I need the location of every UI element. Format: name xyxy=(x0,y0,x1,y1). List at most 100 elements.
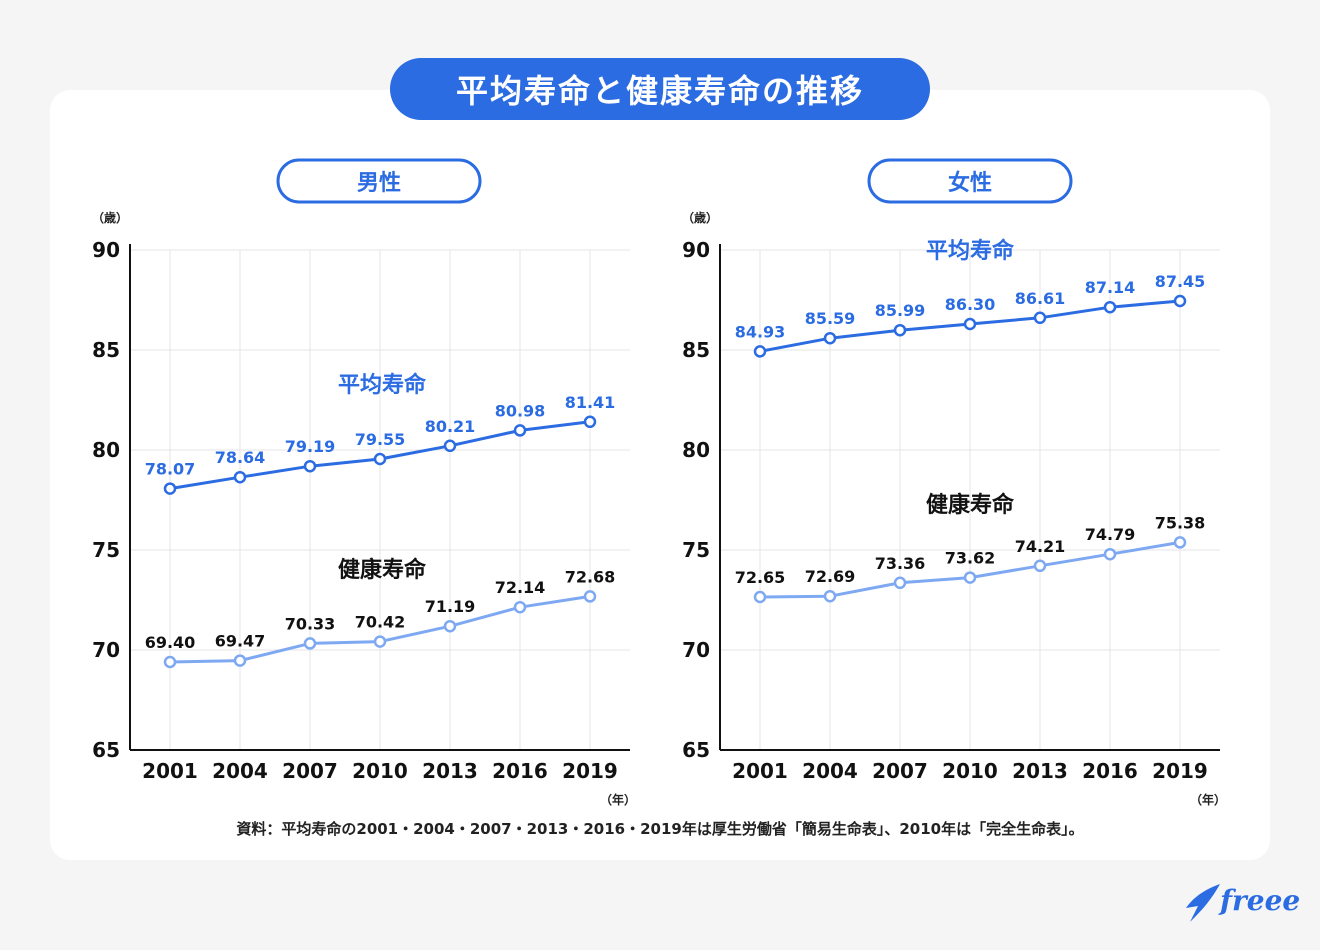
data-label: 72.68 xyxy=(565,567,616,586)
data-label: 70.42 xyxy=(355,613,406,632)
data-label: 79.55 xyxy=(355,430,406,449)
data-label: 72.65 xyxy=(735,568,786,587)
data-point xyxy=(753,345,767,358)
panel-label: 女性 xyxy=(948,170,992,196)
data-point xyxy=(513,600,527,614)
data-label: 81.41 xyxy=(565,393,616,412)
data-point xyxy=(753,590,767,604)
panel-label-pill xyxy=(276,158,482,204)
data-label: 72.69 xyxy=(805,567,856,586)
y-tick-label: 80 xyxy=(682,438,710,462)
data-point xyxy=(893,323,907,337)
data-point xyxy=(443,619,457,633)
data-point xyxy=(963,317,977,331)
x-tick-label: 2019 xyxy=(562,759,618,783)
logo-text: freee xyxy=(1220,884,1301,917)
series-name-label: 平均寿命 xyxy=(338,372,427,398)
x-tick-label: 2007 xyxy=(872,759,928,783)
data-label: 85.99 xyxy=(875,301,926,320)
x-tick-label: 2004 xyxy=(802,759,858,783)
data-point xyxy=(303,637,317,650)
source-note: 資料：平均寿命の2001・2004・2007・2013・2016・2019年は厚… xyxy=(236,820,1084,838)
data-point xyxy=(823,331,837,345)
data-point xyxy=(443,439,457,453)
x-tick-label: 2001 xyxy=(142,759,198,783)
data-point xyxy=(1103,300,1117,314)
data-label: 74.21 xyxy=(1015,537,1066,556)
data-label: 80.21 xyxy=(425,417,476,436)
data-point xyxy=(1173,294,1187,308)
series-name-label: 平均寿命 xyxy=(926,238,1015,264)
y-unit-label: （歳） xyxy=(682,210,718,225)
data-point xyxy=(583,415,597,429)
data-label: 73.62 xyxy=(945,549,996,568)
x-unit-label: （年） xyxy=(600,792,636,807)
data-label: 69.40 xyxy=(145,633,196,652)
y-tick-label: 85 xyxy=(682,338,710,362)
data-point xyxy=(163,655,177,669)
x-tick-label: 2010 xyxy=(352,759,408,783)
data-point xyxy=(1033,311,1047,325)
x-tick-label: 2016 xyxy=(1082,759,1138,783)
data-label: 74.79 xyxy=(1085,525,1136,544)
data-point xyxy=(1033,559,1047,573)
data-point xyxy=(583,590,597,603)
y-tick-label: 65 xyxy=(92,738,120,762)
y-tick-label: 70 xyxy=(682,638,710,662)
data-label: 71.19 xyxy=(425,597,476,616)
data-label: 86.61 xyxy=(1015,289,1066,308)
series-name-label: 健康寿命 xyxy=(338,557,427,583)
data-label: 79.19 xyxy=(285,437,336,456)
y-tick-label: 90 xyxy=(682,238,710,262)
y-tick-label: 80 xyxy=(92,438,120,462)
series-name-label: 健康寿命 xyxy=(926,492,1015,518)
data-point xyxy=(513,424,527,437)
data-label: 87.14 xyxy=(1085,278,1136,297)
data-label: 73.36 xyxy=(875,554,926,573)
data-point xyxy=(893,576,907,590)
data-point xyxy=(373,452,387,466)
data-label: 78.07 xyxy=(145,460,196,479)
data-label: 84.93 xyxy=(735,322,786,341)
y-unit-label: （歳） xyxy=(92,210,128,225)
data-label: 85.59 xyxy=(805,309,856,328)
x-tick-label: 2010 xyxy=(942,759,998,783)
data-label: 87.45 xyxy=(1155,272,1206,291)
data-point xyxy=(163,482,177,495)
data-point xyxy=(233,470,247,484)
data-label: 80.98 xyxy=(495,401,546,420)
panel-label-pill xyxy=(867,158,1073,204)
data-point xyxy=(373,635,387,648)
panel-label: 男性 xyxy=(357,171,401,196)
x-tick-label: 2016 xyxy=(492,759,548,783)
data-label: 86.30 xyxy=(945,295,996,314)
y-tick-label: 65 xyxy=(682,738,710,762)
data-point xyxy=(823,589,837,603)
page-title: 平均寿命と健康寿命の推移 xyxy=(390,58,930,120)
data-label: 69.47 xyxy=(215,632,266,651)
x-tick-label: 2019 xyxy=(1152,759,1208,783)
data-label: 72.14 xyxy=(495,578,546,597)
data-point xyxy=(1103,547,1117,561)
x-tick-label: 2004 xyxy=(212,759,268,783)
bird-icon xyxy=(1186,884,1220,922)
data-point xyxy=(233,654,247,667)
data-point xyxy=(963,571,977,584)
data-point xyxy=(303,459,317,473)
x-tick-label: 2013 xyxy=(422,759,478,783)
y-tick-label: 75 xyxy=(682,538,710,562)
x-unit-label: （年） xyxy=(1190,792,1226,807)
x-tick-label: 2007 xyxy=(282,759,338,783)
data-label: 70.33 xyxy=(285,614,336,633)
data-label: 78.64 xyxy=(215,448,266,467)
data-point xyxy=(1173,536,1187,549)
x-tick-label: 2013 xyxy=(1012,759,1068,783)
y-tick-label: 85 xyxy=(92,338,120,362)
data-label: 75.38 xyxy=(1155,513,1206,532)
freee-logo: freee xyxy=(1180,880,1300,930)
x-tick-label: 2001 xyxy=(732,759,788,783)
y-tick-label: 75 xyxy=(92,538,120,562)
y-tick-label: 70 xyxy=(92,638,120,662)
y-tick-label: 90 xyxy=(92,238,120,262)
